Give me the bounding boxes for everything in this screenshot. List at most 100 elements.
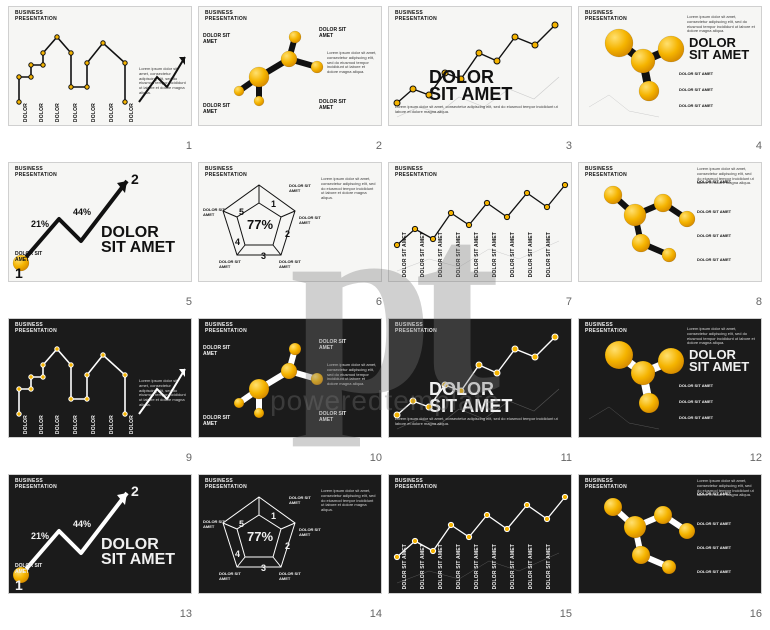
slide-thumb-13[interactable]: BUSINESS PRESENTATION 21% 44% 1 2 DOLOR …: [8, 474, 192, 594]
mini-label: DOLOR SIT AMET: [697, 209, 731, 214]
seg-label: DOLOR SITAMET: [219, 259, 241, 269]
vert-label: DOLOR SIT AMET: [456, 232, 462, 277]
slide-thumb-1[interactable]: BUSINESS PRESENTATION DOLORDOLORDOLORDOL…: [8, 6, 192, 126]
seg-num: 1: [271, 511, 276, 521]
lorem-block: Lorem ipsum dolor sit amet, consectetur …: [687, 15, 757, 34]
slide-thumb-3[interactable]: BUSINESS PRESENTATION DOLORSIT AMETLorem…: [388, 6, 572, 126]
mini-label: DOLOR SIT AMET: [697, 545, 731, 550]
mini-label: DOLOR SIT AMET: [679, 103, 713, 108]
slide-number: 6: [376, 296, 382, 308]
pct1: 21%: [31, 531, 49, 541]
mini-label: DOLOR SIT AMET: [679, 87, 713, 92]
slide-cell: BUSINESS PRESENTATIONDOLOR SITAMETDOLOR …: [198, 6, 382, 156]
pct2: 44%: [73, 207, 91, 217]
slide-thumb-10[interactable]: BUSINESS PRESENTATIONDOLOR SITAMETDOLOR …: [198, 318, 382, 438]
vert-label: DOLOR SIT AMET: [438, 544, 444, 589]
mini-label: DOLOR SIT AMET: [697, 521, 731, 526]
slide-thumb-11[interactable]: BUSINESS PRESENTATION DOLORSIT AMETLorem…: [388, 318, 572, 438]
vert-label: DOLOR: [23, 415, 29, 434]
vert-label: DOLOR: [73, 103, 79, 122]
mini-label: DOLOR SIT AMET: [679, 399, 713, 404]
slide-cell: BUSINESS PRESENTATION 12345DOLOR SITAMET…: [198, 474, 382, 624]
vert-label: DOLOR: [23, 103, 29, 122]
ds-label: DOLOR SITAMET: [15, 563, 42, 575]
slide-cell: BUSINESS PRESENTATIONLorem ipsum dolor s…: [578, 162, 762, 312]
lorem-block: Lorem ipsum dolor sit amet, consectetur …: [395, 417, 565, 427]
slide-cell: BUSINESS PRESENTATIONDOLORSIT AMETLorem …: [578, 6, 762, 156]
slide-cell: BUSINESS PRESENTATION DOLORSIT AMETLorem…: [388, 6, 572, 156]
vert-label: DOLOR SIT AMET: [510, 232, 516, 277]
slide-thumb-16[interactable]: BUSINESS PRESENTATIONLorem ipsum dolor s…: [578, 474, 762, 594]
slide-number: 11: [561, 452, 572, 464]
seg-num: 3: [261, 563, 266, 573]
big-title: DOLORSIT AMET: [429, 381, 512, 415]
seg-label: DOLOR SITAMET: [279, 259, 301, 269]
slide-cell: BUSINESS PRESENTATIONDOLORSIT AMETLorem …: [578, 318, 762, 468]
mini-label: DOLOR SIT AMET: [697, 569, 731, 574]
mini-label: DOLOR SIT AMET: [679, 415, 713, 420]
slide-cell: BUSINESS PRESENTATION DOLORDOLORDOLORDOL…: [8, 318, 192, 468]
vert-label: DOLOR SIT AMET: [438, 232, 444, 277]
big-title: DOLORSIT AMET: [101, 225, 175, 255]
num-2: 2: [131, 171, 139, 187]
slide-thumb-14[interactable]: BUSINESS PRESENTATION 12345DOLOR SITAMET…: [198, 474, 382, 594]
seg-num: 1: [271, 199, 276, 209]
vert-label: DOLOR SIT AMET: [528, 544, 534, 589]
slide-thumb-7[interactable]: BUSINESS PRESENTATION DOLOR SIT AMETDOLO…: [388, 162, 572, 282]
num-1: 1: [15, 577, 23, 593]
small-label: DOLOR SITAMET: [203, 415, 230, 427]
seg-num: 2: [285, 229, 290, 239]
center-pct: 77%: [247, 217, 273, 232]
slide-thumb-8[interactable]: BUSINESS PRESENTATIONLorem ipsum dolor s…: [578, 162, 762, 282]
lorem-block: Lorem ipsum dolor sit amet, consectetur …: [139, 67, 187, 96]
slide-thumb-6[interactable]: BUSINESS PRESENTATION 12345DOLOR SITAMET…: [198, 162, 382, 282]
vert-label: DOLOR: [55, 415, 61, 434]
vert-label: DOLOR: [55, 103, 61, 122]
small-label: DOLOR SITAMET: [203, 103, 230, 115]
seg-label: DOLOR SITAMET: [289, 183, 311, 193]
slide-cell: BUSINESS PRESENTATION 12345DOLOR SITAMET…: [198, 162, 382, 312]
vert-label: DOLOR: [129, 103, 135, 122]
ds-label: DOLOR SITAMET: [15, 251, 42, 263]
slide-thumb-2[interactable]: BUSINESS PRESENTATIONDOLOR SITAMETDOLOR …: [198, 6, 382, 126]
slide-thumb-4[interactable]: BUSINESS PRESENTATIONDOLORSIT AMETLorem …: [578, 6, 762, 126]
lorem-block: Lorem ipsum dolor sit amet, consectetur …: [321, 489, 377, 513]
seg-num: 5: [239, 207, 244, 217]
slide-cell: BUSINESS PRESENTATION 21% 44% 1 2 DOLOR …: [8, 162, 192, 312]
seg-label: DOLOR SITAMET: [203, 207, 225, 217]
vert-label: DOLOR SIT AMET: [546, 544, 552, 589]
slide-thumb-9[interactable]: BUSINESS PRESENTATION DOLORDOLORDOLORDOL…: [8, 318, 192, 438]
vert-label: DOLOR SIT AMET: [402, 544, 408, 589]
slide-number: 2: [376, 140, 382, 152]
slide-number: 7: [566, 296, 572, 308]
slide-number: 4: [756, 140, 762, 152]
vert-label: DOLOR SIT AMET: [528, 232, 534, 277]
slide-cell: BUSINESS PRESENTATION 21% 44% 1 2 DOLOR …: [8, 474, 192, 624]
slide-number: 8: [756, 296, 762, 308]
num-2: 2: [131, 483, 139, 499]
slide-number: 14: [370, 608, 382, 620]
stage: BUSINESS PRESENTATION DOLORDOLORDOLORDOL…: [0, 0, 770, 630]
seg-label: DOLOR SITAMET: [289, 495, 311, 505]
vert-label: DOLOR: [109, 103, 115, 122]
lorem-block: Lorem ipsum dolor sit amet, consectetur …: [687, 327, 757, 346]
slide-thumb-5[interactable]: BUSINESS PRESENTATION 21% 44% 1 2 DOLOR …: [8, 162, 192, 282]
slide-thumb-15[interactable]: BUSINESS PRESENTATION DOLOR SIT AMETDOLO…: [388, 474, 572, 594]
vert-label: DOLOR: [73, 415, 79, 434]
vert-label: DOLOR: [39, 415, 45, 434]
vert-label: DOLOR SIT AMET: [402, 232, 408, 277]
slide-grid: BUSINESS PRESENTATION DOLORDOLORDOLORDOL…: [0, 0, 770, 630]
small-label: DOLOR SITAMET: [319, 27, 346, 39]
mini-label: DOLOR SIT AMET: [697, 257, 731, 262]
small-label: DOLOR SITAMET: [203, 33, 230, 45]
mini-label: DOLOR SIT AMET: [697, 233, 731, 238]
slide-number: 10: [370, 452, 382, 464]
slide-number: 13: [180, 608, 192, 620]
vert-label: DOLOR: [129, 415, 135, 434]
slide-cell: BUSINESS PRESENTATIONLorem ipsum dolor s…: [578, 474, 762, 624]
vert-label: DOLOR SIT AMET: [420, 232, 426, 277]
mini-label: DOLOR SIT AMET: [697, 491, 731, 496]
vert-label: DOLOR SIT AMET: [420, 544, 426, 589]
pct2: 44%: [73, 519, 91, 529]
slide-thumb-12[interactable]: BUSINESS PRESENTATIONDOLORSIT AMETLorem …: [578, 318, 762, 438]
